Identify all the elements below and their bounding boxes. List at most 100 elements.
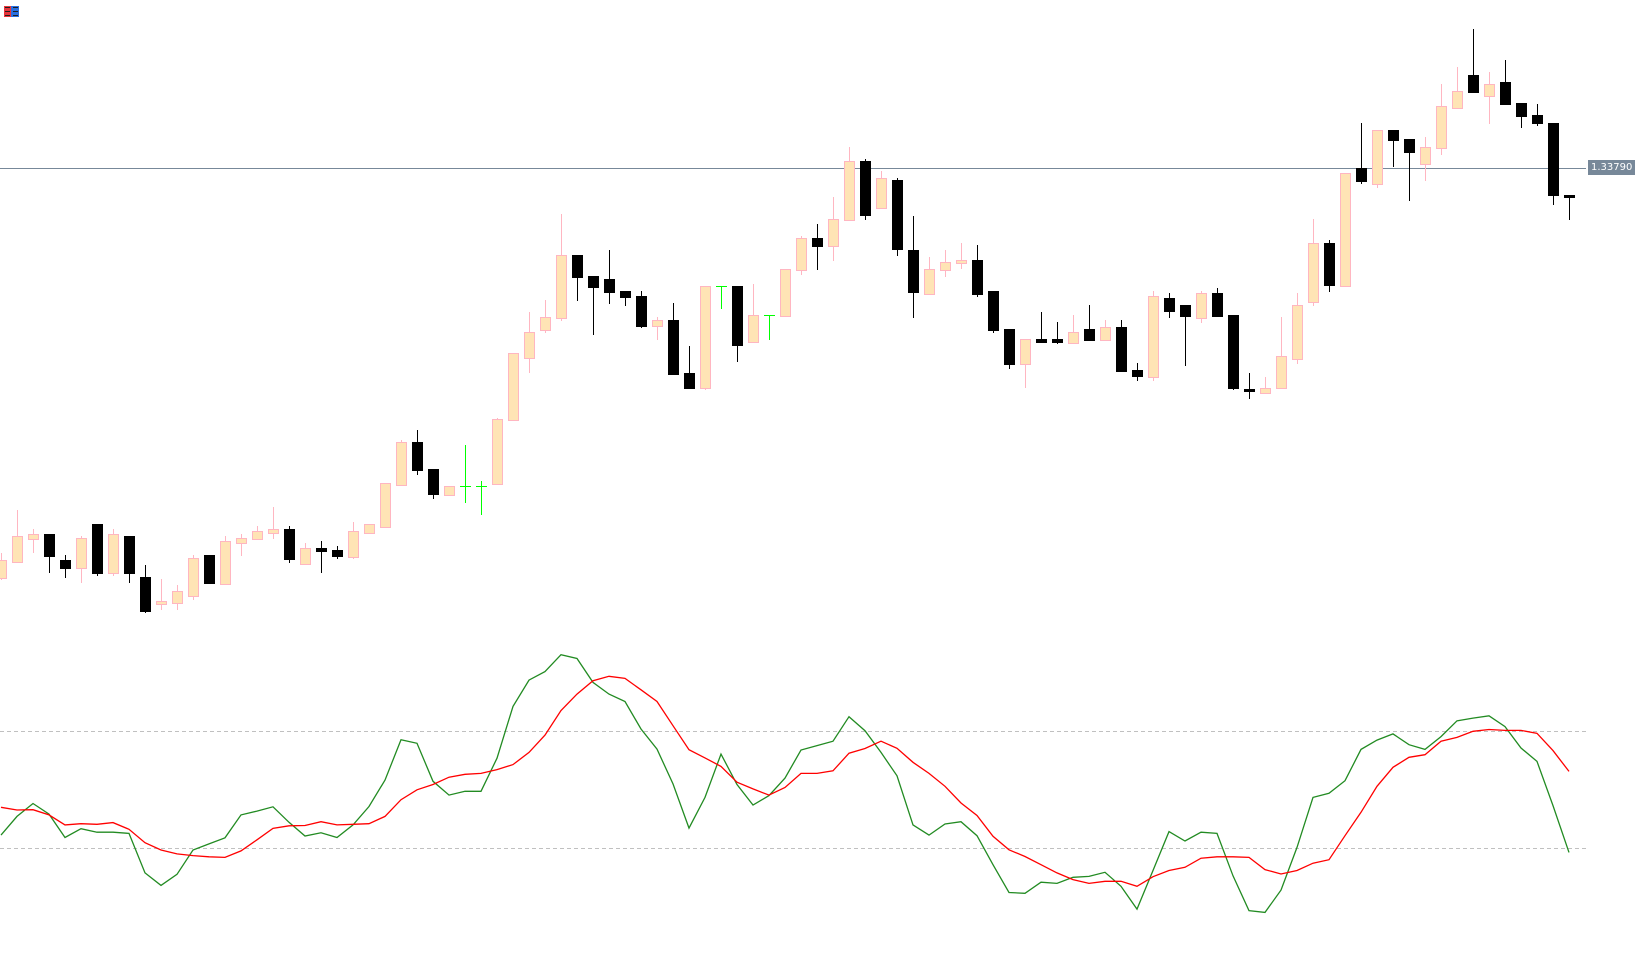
candle-body-bull [172,591,183,604]
candle [444,486,455,496]
candle-body-bull [492,419,503,485]
candle [1500,60,1511,105]
candle [508,353,519,421]
candle [204,555,215,584]
candles [0,29,1575,613]
candle [1564,195,1575,220]
candle [1132,363,1143,381]
candle-body-bear [1084,329,1095,341]
candle-body-bull [556,255,567,319]
candle [236,534,247,556]
candle-body-bull [108,534,119,574]
candle [460,445,471,503]
candle [92,524,103,576]
app-icon-left [4,6,11,17]
candle-body-bear [1532,115,1543,124]
candle [748,284,759,343]
candle [908,216,919,318]
candle [892,178,903,256]
candle-body-bull [220,541,231,585]
candle-body-bear [620,291,631,298]
candle-body-bear [1244,389,1255,392]
candle [844,147,855,221]
candle-body-bear [1356,168,1367,182]
candle-body-bull [924,269,935,295]
candle [1068,315,1079,344]
candle [220,536,231,585]
candle-body-bull [1436,106,1447,149]
candle [1228,315,1239,390]
candle-body-bull [396,442,407,486]
candle [620,291,631,306]
candle [1180,305,1191,366]
candle [540,300,551,333]
candle [28,529,39,553]
candle [316,541,327,573]
candle-body-bull [444,486,455,496]
candle-body-bear [1212,293,1223,317]
candle-body-bull [364,524,375,534]
candle [1404,139,1415,201]
candle-body-bull [76,538,87,569]
candle-body-bull [1420,147,1431,165]
candle-body-bull [380,483,391,528]
candle [188,555,199,600]
candle [1388,130,1399,167]
candle-body-bear [1404,139,1415,153]
candle [1548,123,1559,205]
candle-body-bear [1132,370,1143,377]
candle [1196,291,1207,323]
candle [860,159,871,220]
candle [412,430,423,475]
candle-body-bull [1372,130,1383,185]
candle-body-bull [700,286,711,389]
candle-body-bear [1516,103,1527,117]
candle-body-bull [780,269,791,317]
terminal-app-icon[interactable] [4,6,19,17]
candle [732,286,743,362]
candle [828,197,839,261]
candle-body-bear [92,524,103,574]
candle [1212,288,1223,317]
candle-body-bear [636,296,647,327]
candle-body-bull [1020,339,1031,365]
candle [76,536,87,583]
candle-body-bear [204,555,215,584]
candle-body-bear [284,529,295,560]
candle [876,171,887,209]
candle [636,291,647,328]
candle-body-bear [988,291,999,331]
candle [492,418,503,485]
candle [1452,67,1463,109]
candle-body-bull [1260,388,1271,394]
candle [572,255,583,301]
candle [668,303,679,375]
candle [796,236,807,275]
candle [1372,130,1383,188]
candle-body-bear [1036,339,1047,343]
candle-body-bear [588,276,599,288]
candle-body-bear [892,180,903,250]
candle [1324,240,1335,292]
candle [252,526,263,540]
candle-body-bull [1340,173,1351,287]
candle [812,224,823,270]
candle-body-bull [0,560,7,579]
candle-body-bull [268,529,279,534]
candle-body-bull [1484,84,1495,97]
candle-body-bull [28,534,39,540]
candle-body-bull [300,548,311,565]
candle [1436,84,1447,155]
candle-body-bear [1180,305,1191,317]
candle [604,250,615,304]
candle [1340,173,1351,287]
candle-body-bear [972,260,983,295]
candle [0,553,7,580]
candle [364,524,375,534]
candle-body-bull [796,238,807,271]
candle-body-bull [1452,91,1463,109]
candle-body-bull [524,332,535,359]
candle-body-bull [1196,293,1207,319]
candle [1244,373,1255,399]
